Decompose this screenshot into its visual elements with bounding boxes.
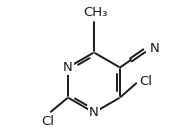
Text: N: N bbox=[89, 106, 99, 119]
Text: Cl: Cl bbox=[139, 75, 152, 88]
Text: N: N bbox=[63, 61, 73, 74]
Text: Cl: Cl bbox=[41, 115, 54, 128]
Text: CH₃: CH₃ bbox=[83, 6, 108, 19]
Text: N: N bbox=[150, 42, 160, 55]
